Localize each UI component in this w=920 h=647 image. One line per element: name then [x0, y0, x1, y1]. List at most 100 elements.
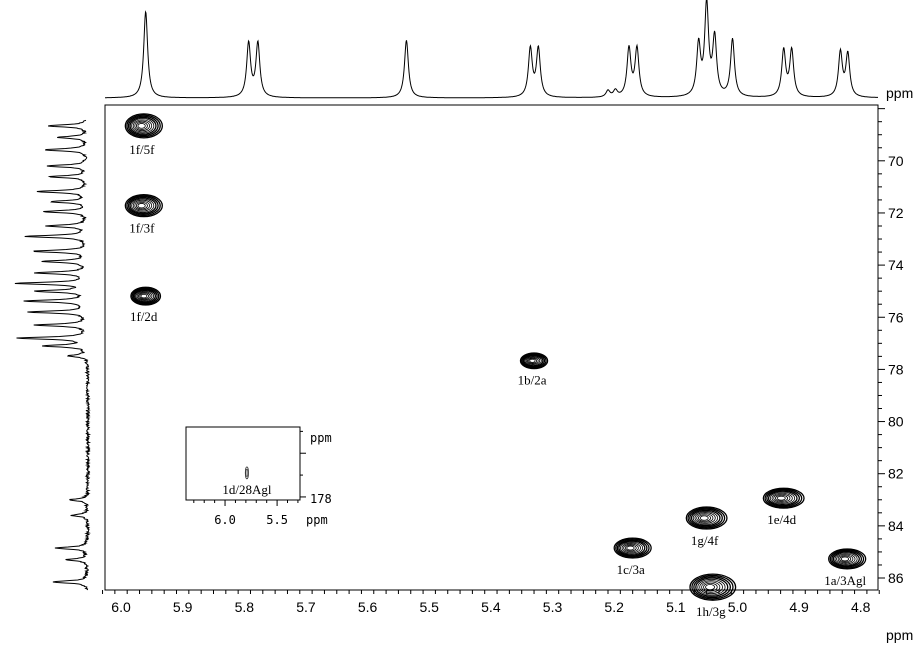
y-tick-label: 70 — [888, 153, 904, 169]
x-tick-label: 4.8 — [851, 599, 871, 615]
contour-level — [832, 551, 860, 567]
inset-y-tick-label: 178 — [310, 492, 332, 506]
contour-level — [620, 541, 644, 555]
inset-x-tick-label: 5.5 — [266, 513, 288, 527]
x-axis-unit-label: ppm — [886, 627, 913, 643]
contour-level — [137, 203, 146, 209]
inset-plot: ppm 178 ppm 6.0 5.5 1d/28Agl — [185, 426, 332, 527]
cross-peak-label: 1b/2a — [518, 373, 547, 388]
contour-level — [522, 353, 546, 368]
contour-level — [839, 555, 852, 563]
cross-peak-label: 1f/3f — [129, 221, 155, 236]
contour-level — [689, 508, 723, 528]
x-tick-label: 5.1 — [666, 599, 686, 615]
contour-level — [762, 487, 805, 509]
contour-level — [137, 123, 146, 129]
contour-level — [829, 549, 865, 569]
contour-level — [244, 466, 249, 480]
contour-level — [126, 195, 161, 217]
contour-level — [524, 355, 542, 366]
contour-level — [131, 118, 155, 134]
contour-level — [771, 492, 793, 504]
contour-level — [523, 354, 544, 367]
y-tick-label: 80 — [888, 414, 904, 430]
contour-level — [134, 120, 150, 132]
contour-level — [776, 495, 786, 501]
contour-level — [769, 491, 796, 505]
contour-level — [131, 198, 155, 213]
cross-peak-label: 1e/4d — [767, 512, 796, 527]
contour-level — [124, 113, 163, 139]
y-axis-unit-label: ppm — [886, 85, 913, 101]
contour-level — [135, 290, 155, 302]
x-tick-label: 5.2 — [604, 599, 624, 615]
x-tick-label: 5.6 — [358, 599, 378, 615]
cross-peak-1g-4f: 1g/4f — [685, 506, 728, 548]
contour-level — [828, 548, 867, 570]
contour-level — [837, 554, 854, 564]
cross-peak-1f-5f: 1f/5f — [124, 113, 163, 157]
cross-peak-label: 1g/4f — [691, 533, 719, 548]
cross-peak-label: 1f/5f — [129, 142, 155, 157]
inset-x-tick-label: 6.0 — [214, 513, 236, 527]
inset-y-unit: ppm — [310, 431, 332, 445]
contour-level — [132, 288, 158, 304]
cross-peak-label: 1h/3g — [696, 604, 726, 619]
top-1h-projection — [105, 0, 878, 99]
contour-level — [526, 357, 539, 365]
y-tick-label: 84 — [888, 518, 904, 534]
contour-level — [840, 556, 850, 562]
contour-level — [705, 584, 716, 591]
inset-cross-peak: 1d/28Agl — [222, 466, 272, 497]
contour-level — [139, 293, 149, 300]
x-tick-label: 5.5 — [420, 599, 440, 615]
contour-level — [529, 358, 536, 363]
contour-level — [766, 489, 800, 507]
left-13c-projection — [14, 119, 92, 591]
contour-level — [691, 574, 734, 600]
contour-level — [775, 494, 789, 502]
cross-peak-1a-3agl: 1a/3Agl — [824, 548, 867, 588]
left-projection-trace — [14, 119, 92, 591]
y-tick-label: 74 — [888, 257, 904, 273]
x-tick-label: 5.8 — [235, 599, 255, 615]
contour-level — [134, 200, 150, 211]
contour-level — [618, 540, 646, 556]
contour-level — [130, 286, 162, 306]
plot-frame — [104, 104, 879, 591]
contour-level — [127, 115, 159, 137]
contour-level — [519, 352, 549, 370]
x-tick-label: 5.0 — [728, 599, 748, 615]
cross-peak-label: 1a/3Agl — [824, 573, 866, 588]
contour-level — [836, 553, 856, 565]
y-tick-label: 82 — [888, 466, 904, 482]
contour-level — [131, 287, 160, 305]
contour-level — [701, 581, 721, 593]
inset-x-unit: ppm — [306, 513, 328, 527]
contour-level — [615, 538, 650, 558]
top-projection-trace — [105, 0, 878, 99]
cross-peak-label: 1c/3a — [617, 562, 645, 577]
contour-level — [126, 114, 161, 138]
contour-level — [626, 545, 635, 551]
cross-peak-1c-3a: 1c/3a — [613, 537, 652, 577]
contour-level — [129, 116, 157, 135]
y-tick-label: 72 — [888, 205, 904, 221]
x-axis: 6.0 5.9 5.8 5.7 5.6 5.5 5.4 5.3 5.2 5.1 5.0 4.9 4.8 — [102, 590, 880, 615]
y-axis: 70 72 74 76 78 80 82 84 86 — [878, 108, 904, 586]
y-tick-label: 76 — [888, 309, 904, 325]
contour-level — [134, 289, 157, 303]
contour-level — [140, 293, 148, 299]
contour-level — [687, 507, 726, 529]
contour-level — [703, 582, 718, 592]
contour-level — [245, 468, 249, 477]
contour-level — [831, 550, 863, 568]
contour-level — [621, 542, 641, 554]
contour-level — [689, 573, 737, 601]
contour-level — [690, 509, 721, 527]
contour-level — [613, 537, 652, 559]
contour-level — [623, 543, 639, 553]
contour-level — [685, 506, 728, 530]
contour-level — [520, 353, 547, 369]
